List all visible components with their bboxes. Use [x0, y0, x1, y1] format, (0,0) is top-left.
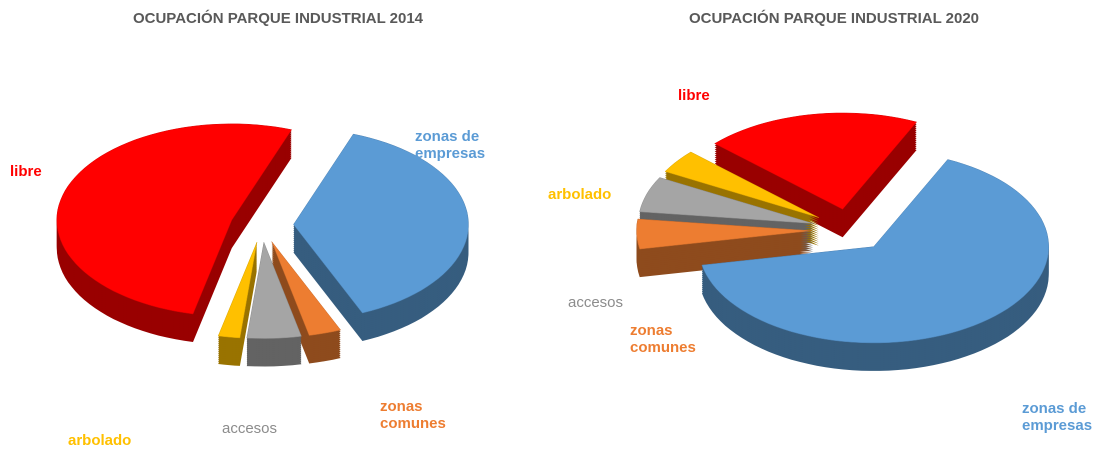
slice-label: arbolado — [68, 432, 132, 449]
slice-label: libre — [10, 163, 42, 180]
pie-slice — [56, 123, 293, 342]
slice-top — [639, 177, 814, 224]
slice-top — [56, 123, 293, 315]
pie-slice — [293, 133, 469, 341]
slice-top — [217, 242, 258, 339]
slice-label: arbolado — [548, 186, 612, 203]
slice-label: zonas de empresas — [415, 128, 486, 162]
chart-title: OCUPACIÓN PARQUE INDUSTRIAL 2020 — [688, 10, 980, 27]
chart-title: OCUPACIÓN PARQUE INDUSTRIAL 2014 — [132, 10, 424, 27]
slice-top — [271, 241, 342, 336]
slice-label: zonas comunes — [380, 398, 446, 432]
slice-label: accesos — [568, 294, 624, 311]
slice-label: zonas de empresas — [1022, 400, 1093, 434]
slice-label: zonas comunes — [630, 322, 696, 356]
slice-label: accesos — [222, 420, 278, 437]
pie-slice — [714, 112, 918, 238]
pie-slice — [271, 241, 342, 364]
pie-slice — [246, 241, 302, 367]
pie-slice — [636, 218, 812, 278]
slice-top — [701, 159, 1049, 344]
slice-top — [714, 112, 918, 210]
slice-top — [636, 218, 812, 250]
pie-slice — [217, 242, 258, 366]
slice-label: libre — [678, 87, 710, 104]
slice-top — [246, 241, 302, 339]
pie-slice — [701, 159, 1049, 371]
slice-top — [664, 151, 819, 218]
slice-top — [293, 133, 469, 314]
